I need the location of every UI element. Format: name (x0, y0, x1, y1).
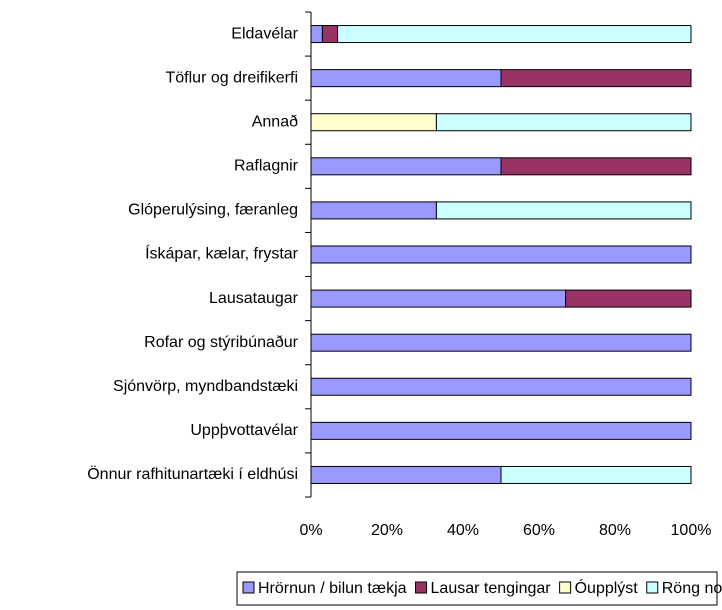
y-tick-label: Rofar og stýribúnaður (144, 334, 299, 351)
legend-label: Hrörnun / bilun tækja (258, 580, 407, 597)
legend-label: Röng notkun (662, 580, 722, 597)
x-tick-label: 100% (671, 522, 712, 539)
bar-segment (310, 157, 502, 176)
legend-swatch (559, 581, 572, 594)
bar-segment (321, 25, 339, 44)
bar-segment (310, 465, 502, 484)
bar-segment (310, 25, 323, 44)
bar-segment (310, 113, 437, 132)
y-tick-label: Raflagnir (234, 158, 299, 175)
x-tick-label: 40% (447, 522, 479, 539)
y-tick-label: Lausataugar (209, 290, 299, 307)
bar-segment (500, 69, 692, 88)
y-tick-label: Önnur rafhitunartæki í eldhúsi (87, 465, 298, 483)
bar-segment (565, 289, 692, 308)
y-tick-label: Uppþvottavélar (190, 422, 298, 439)
bar-segment (500, 465, 692, 484)
x-tick-label: 60% (523, 522, 555, 539)
bar-segment (310, 377, 692, 396)
legend-label: Óupplýst (575, 578, 639, 597)
legend-swatch (242, 581, 255, 594)
bar-segment (310, 333, 692, 352)
y-tick-label: Töflur og dreifikerfi (166, 69, 299, 86)
legend-swatch (646, 581, 659, 594)
legend-swatch (415, 581, 428, 594)
y-tick-label: Ískápar, kælar, frystar (145, 244, 299, 263)
bar-segment (435, 201, 692, 220)
bar-segment (310, 421, 692, 440)
bar-segment (310, 245, 692, 264)
bar-segment (310, 289, 567, 308)
y-tick-label: Sjónvörp, myndbandstæki (113, 378, 298, 395)
legend-box (236, 571, 718, 606)
bar-segment (310, 201, 437, 220)
legend-label: Lausar tengingar (431, 580, 552, 597)
x-tick-label: 80% (599, 522, 631, 539)
bar-segment (337, 25, 692, 44)
bar-segment (500, 157, 692, 176)
bar-segment (310, 69, 502, 88)
x-tick-label: 20% (371, 522, 403, 539)
y-tick-label: Eldavélar (231, 25, 298, 42)
y-tick-label: Annað (252, 113, 298, 130)
bar-segment (435, 113, 692, 132)
y-tick-label: Glóperulýsing, færanleg (128, 202, 298, 219)
x-tick-label: 0% (299, 522, 322, 539)
